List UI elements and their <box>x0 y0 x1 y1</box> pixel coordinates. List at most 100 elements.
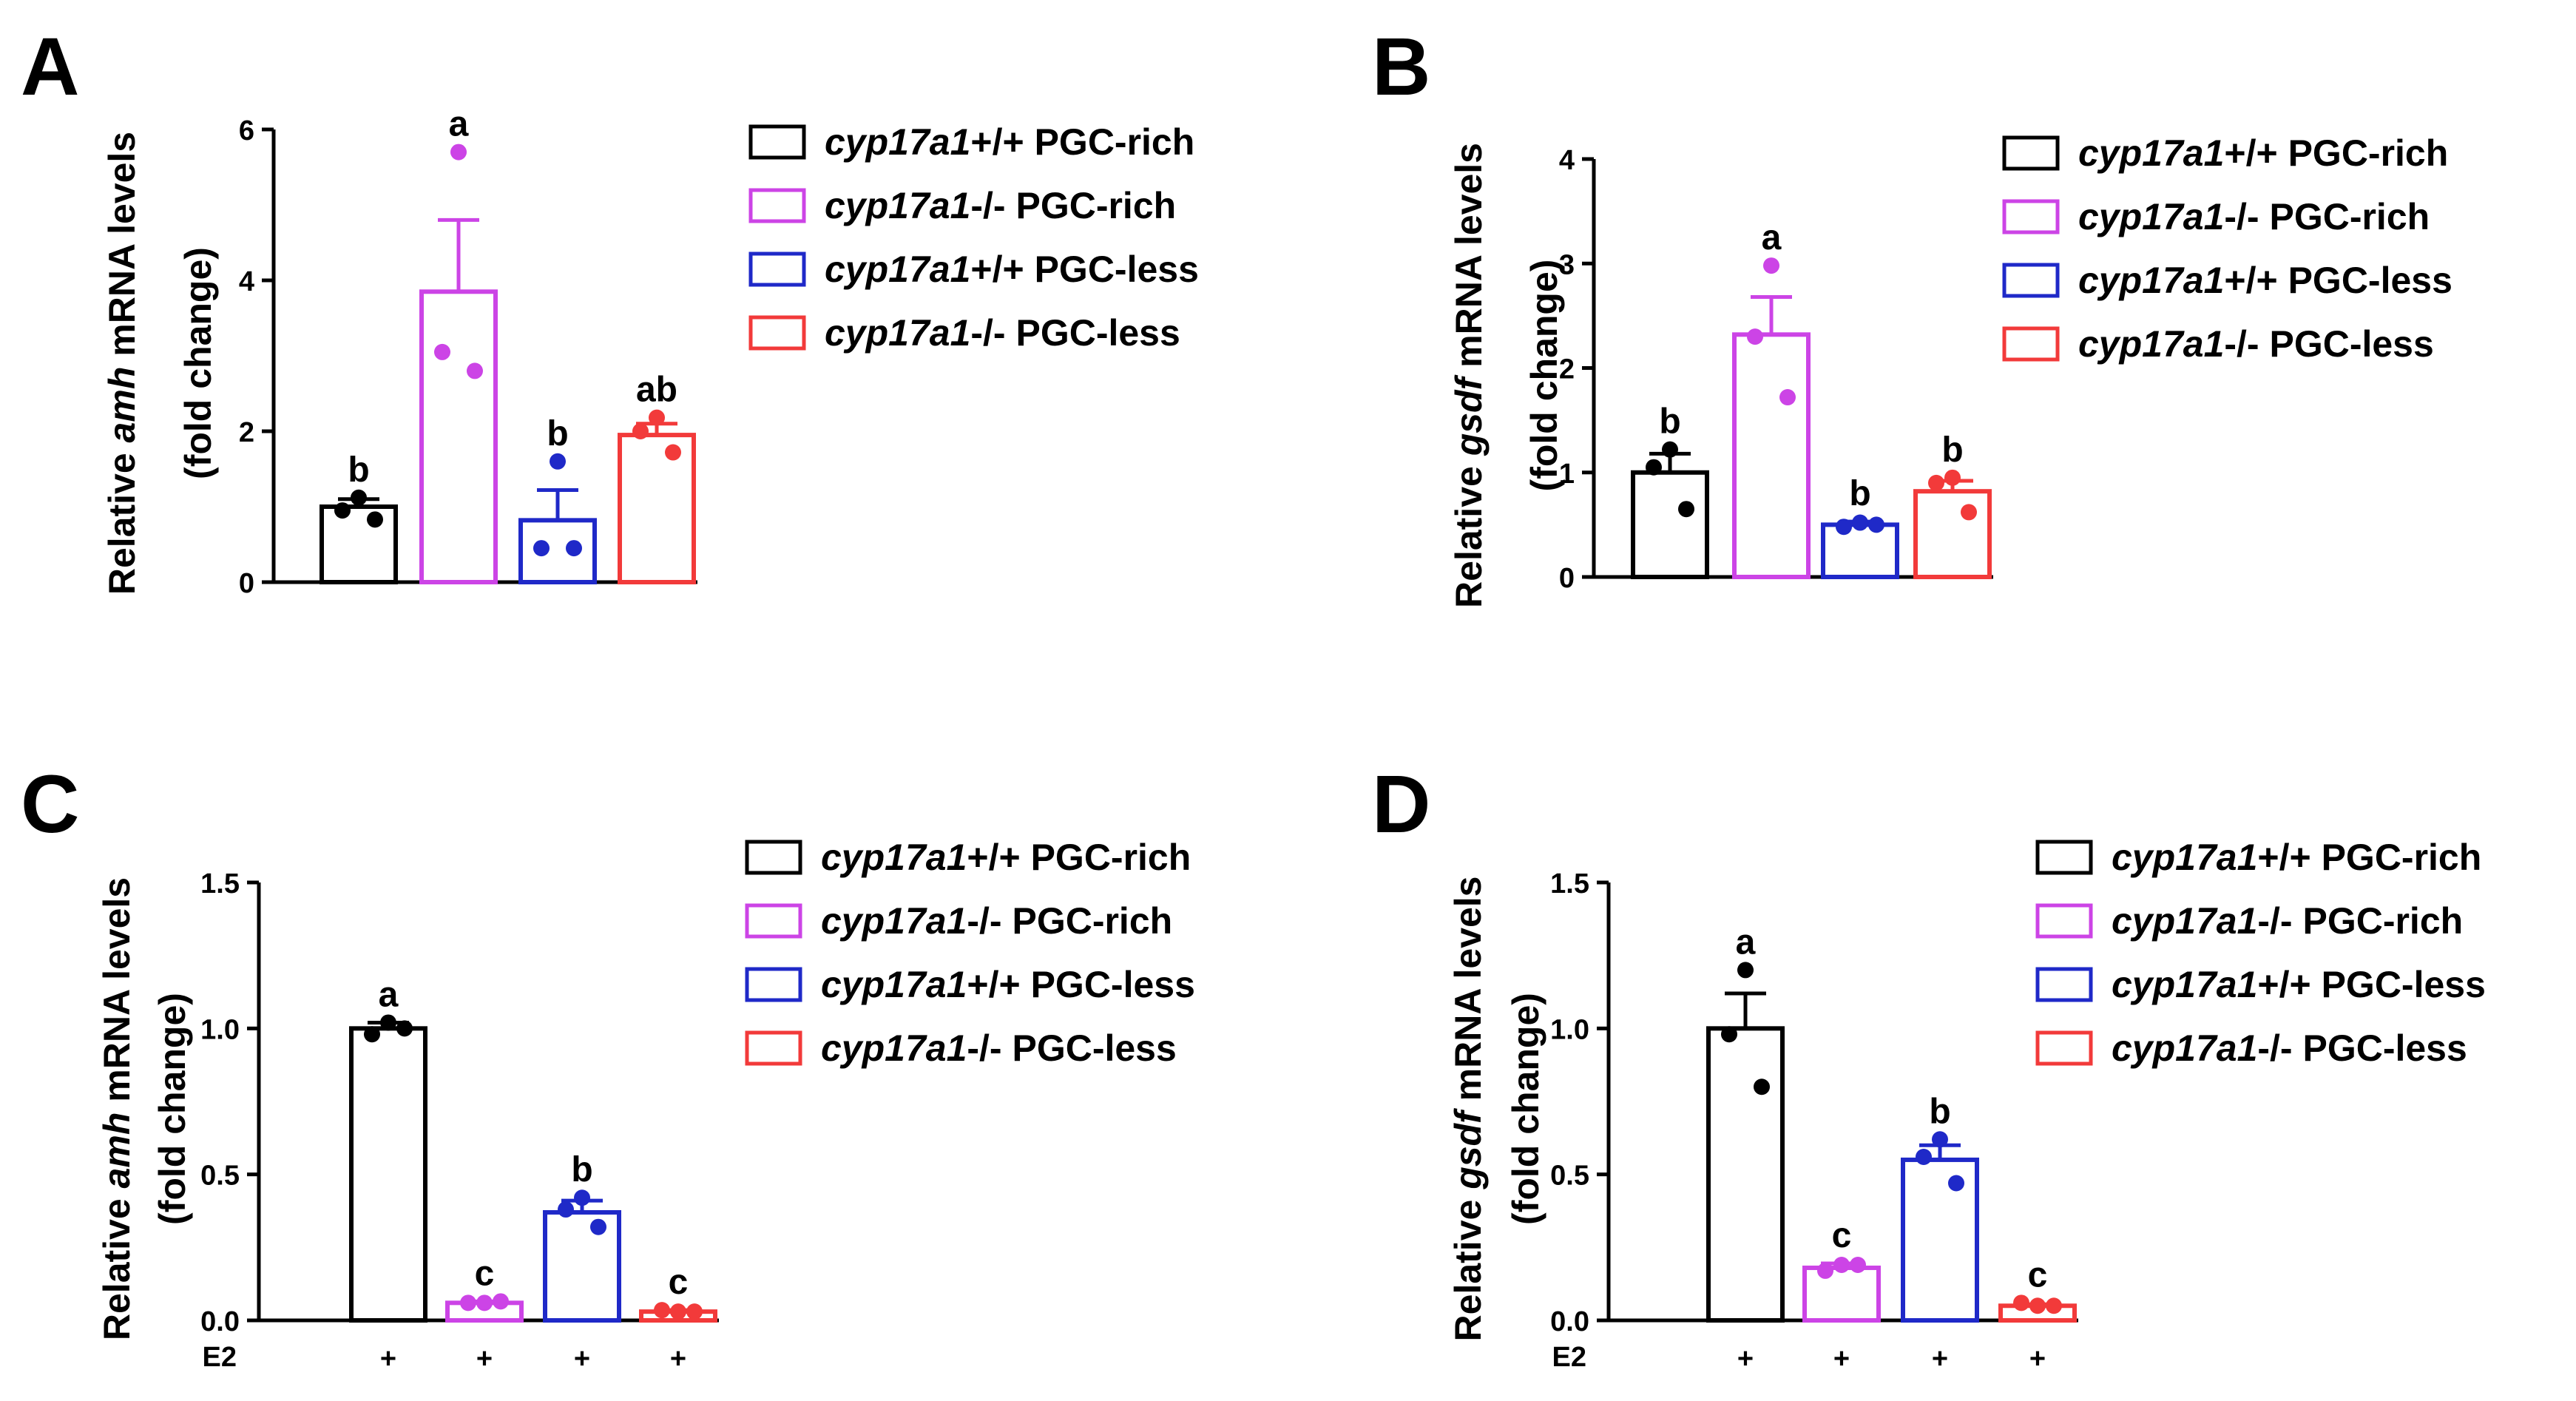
x-treatment-mark: + <box>1833 1343 1850 1374</box>
y-axis-title-line2: (fold change) <box>152 993 193 1225</box>
legend-genotype: -/- PGC-less <box>967 1027 1176 1069</box>
legend-entry: cyp17a1+/+ PGC-less <box>821 964 1195 1005</box>
data-point <box>1721 1026 1737 1043</box>
data-point <box>1932 1131 1948 1148</box>
significance-letter: b <box>571 1150 592 1189</box>
data-point <box>533 540 550 557</box>
panel-b: B 0 1 2 3 4 Relative gsdf mRNA levels (fold cha… <box>1372 21 2452 608</box>
y-tick-label: 0.0 <box>1550 1306 1589 1337</box>
data-point <box>1737 962 1754 979</box>
y-tick-label: 4 <box>239 266 254 297</box>
legend-gene: cyp17a1 <box>821 964 967 1005</box>
y-tick-label: 0 <box>239 568 254 599</box>
data-point <box>670 1303 686 1320</box>
panel-c: C 0.0 0.5 1.0 1.5 Relative amh mRNA levels (fo… <box>21 759 1195 1374</box>
y-axis-title-gene: amh <box>96 1113 138 1189</box>
legend-genotype: -/- PGC-rich <box>2257 900 2463 942</box>
legend-swatch <box>2035 840 2093 875</box>
data-point <box>590 1218 606 1235</box>
y-axis-title-suffix: mRNA levels <box>1448 143 1490 378</box>
data-point <box>1868 516 1884 533</box>
legend-entry: cyp17a1-/- PGC-less <box>2112 1027 2467 1069</box>
data-point <box>2013 1294 2029 1311</box>
data-point <box>1678 501 1694 518</box>
data-point <box>351 489 367 506</box>
legend-gene: cyp17a1 <box>2112 900 2257 942</box>
significance-letter: a <box>449 105 469 144</box>
y-tick-label: 3 <box>1559 249 1575 280</box>
data-point <box>1961 504 1977 521</box>
significance-letter: a <box>379 975 399 1014</box>
y-tick-label: 1.5 <box>200 868 240 899</box>
legend-entry: cyp17a1+/+ PGC-less <box>825 249 1199 290</box>
y-tick-label: 0 <box>1559 563 1575 594</box>
x-treatment-mark: + <box>574 1343 590 1374</box>
y-axis-title-suffix: mRNA levels <box>1447 877 1489 1112</box>
y-tick-label: 1.0 <box>200 1014 240 1045</box>
legend-gene: cyp17a1 <box>821 1027 967 1069</box>
data-point <box>334 502 351 519</box>
panel-letter: D <box>1372 759 1430 850</box>
data-point <box>654 1302 670 1319</box>
significance-letter: b <box>1941 431 1963 470</box>
y-tick-label: 1.0 <box>1550 1014 1589 1045</box>
legend-gene: cyp17a1 <box>825 312 970 354</box>
legend-swatch <box>2035 1030 2093 1066</box>
panel-a: A 0 2 4 6 Relative amh mRNA levels (fold chang… <box>21 21 1199 599</box>
bar <box>1802 1265 1881 1323</box>
x-row-label: E2 <box>203 1342 237 1373</box>
data-point <box>1754 1078 1770 1096</box>
legend-entry: cyp17a1-/- PGC-less <box>821 1027 1177 1069</box>
legend-entry: cyp17a1-/- PGC-less <box>825 312 1180 354</box>
data-point <box>1747 328 1763 345</box>
data-point <box>574 1189 590 1206</box>
data-point <box>1662 441 1678 458</box>
data-point <box>632 423 649 439</box>
y-axis-title-prefix: Relative <box>1447 1189 1489 1342</box>
legend-entry: cyp17a1+/+ PGC-rich <box>825 121 1194 163</box>
legend-genotype: +/+ PGC-less <box>2224 260 2452 301</box>
y-axis-title-suffix: mRNA levels <box>96 877 138 1113</box>
legend-entry: cyp17a1+/+ PGC-rich <box>821 837 1191 878</box>
legend-genotype: +/+ PGC-rich <box>2224 132 2448 174</box>
legend-entry: cyp17a1-/- PGC-less <box>2078 323 2434 365</box>
legend-genotype: +/+ PGC-rich <box>2257 837 2481 878</box>
data-point <box>649 409 665 426</box>
legend-genotype: -/- PGC-less <box>2257 1027 2467 1069</box>
bar <box>618 433 696 584</box>
y-axis-title-line2: (fold change) <box>1505 993 1546 1225</box>
legend-swatch <box>2002 263 2060 298</box>
panel-letter: B <box>1372 21 1430 112</box>
data-point <box>434 343 450 360</box>
bar <box>349 1026 427 1323</box>
data-point <box>2046 1297 2062 1314</box>
y-tick-label: 6 <box>239 115 254 146</box>
legend-gene: cyp17a1 <box>2078 260 2224 301</box>
data-point <box>1817 1262 1833 1279</box>
legend-swatch <box>745 840 802 875</box>
bar <box>518 518 597 584</box>
data-point <box>1646 459 1662 476</box>
y-axis-title-line1: Relative amh mRNA levels <box>96 877 138 1340</box>
data-point <box>493 1293 509 1310</box>
significance-letter: b <box>348 450 369 490</box>
y-tick-label: 2 <box>239 417 254 448</box>
legend-entry: cyp17a1-/- PGC-rich <box>2112 900 2463 942</box>
legend-swatch <box>2002 199 2060 234</box>
legend-gene: cyp17a1 <box>2112 1027 2257 1069</box>
legend-swatch <box>748 251 806 287</box>
legend-genotype: -/- PGC-less <box>970 312 1180 354</box>
y-axis-title-line1: Relative amh mRNA levels <box>101 132 143 595</box>
data-point <box>1850 1257 1866 1274</box>
y-axis-title-prefix: Relative <box>96 1188 138 1340</box>
legend-swatch <box>2035 903 2093 939</box>
y-tick-label: 1.5 <box>1550 868 1589 899</box>
legend-entry: cyp17a1+/+ PGC-rich <box>2112 837 2481 878</box>
bar <box>1821 522 1899 579</box>
y-tick-label: 4 <box>1559 145 1575 176</box>
bar <box>419 289 498 584</box>
